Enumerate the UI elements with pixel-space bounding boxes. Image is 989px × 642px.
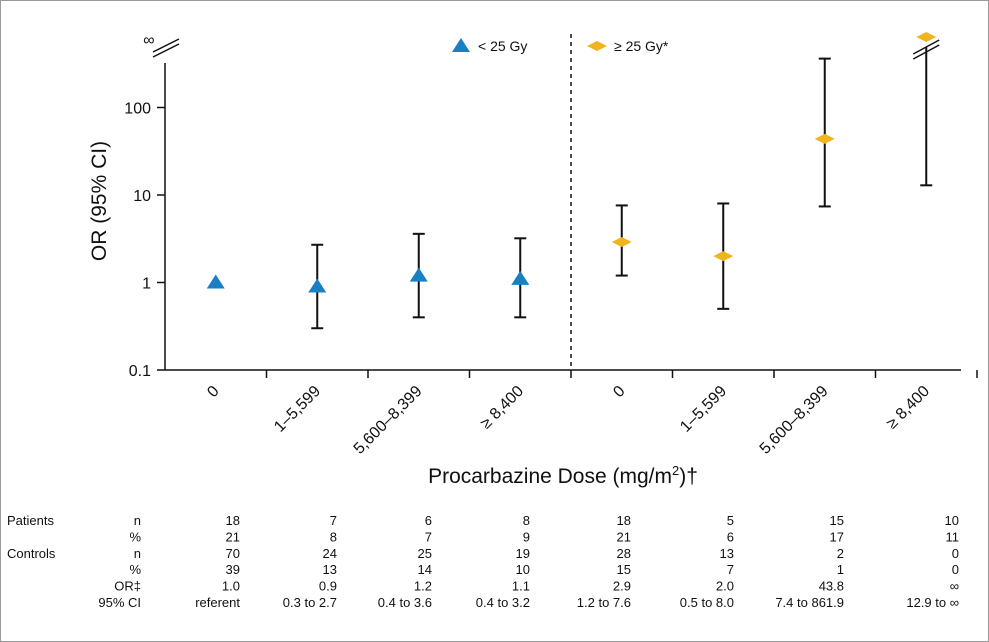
ci-break-mark [912,39,940,55]
data-point-diamond [713,251,734,262]
table-row-stat-label: % [129,529,141,544]
table-cell: 10 [516,562,530,577]
table-cell: 8 [330,529,337,544]
y-axis-break-mark [152,43,180,58]
y-axis-break-mark [152,38,180,53]
legend-marker-diamond [587,41,607,51]
table-cell: 1.2 [414,579,432,594]
y-tick-label: 0.1 [129,363,151,380]
table-cell: 24 [323,546,337,561]
table-row-stat-label: n [134,546,141,561]
table-row-stat-label: % [129,562,141,577]
table-cell: 12.9 to ∞ [906,595,959,610]
table-cell: 11 [946,529,960,544]
table-cell: 0.3 to 2.7 [283,595,337,610]
table-cell: 1.2 to 7.6 [577,595,631,610]
x-tick-label: 5,600–8,399 [757,383,832,458]
table-row-group-label: Patients [7,513,54,528]
table-cell: 2 [837,546,844,561]
data-point-triangle [308,278,327,293]
table-cell: 8 [523,513,530,528]
table-cell: 1.1 [512,579,530,594]
table-cell: 25 [418,546,432,561]
table-cell: 7 [727,562,734,577]
table-cell: 2.9 [613,579,631,594]
legend-label: ≥ 25 Gy* [614,38,669,54]
table-cell: 7 [330,513,337,528]
table-cell: 15 [617,562,631,577]
ci-break-mark [912,44,940,60]
table-cell: 0 [952,546,959,561]
legend-label: < 25 Gy [478,38,527,54]
legend-marker-triangle [452,38,470,52]
data-point-triangle [409,267,428,282]
table-cell: 21 [617,529,631,544]
table-cell: referent [195,595,240,610]
table-cell: 28 [617,546,631,561]
y-tick-label: 100 [124,101,151,118]
data-point-diamond [814,133,835,144]
table-cell: 0 [952,562,959,577]
table-cell: 43.8 [819,579,844,594]
table-row-group-label: Controls [7,546,56,561]
table-row-stat-label: n [134,513,141,528]
table-row-stat-label: OR‡ [114,579,141,594]
y-tick-label: 1 [142,276,151,293]
y-axis-title: OR (95% CI) [88,141,111,261]
x-tick-label: 1–5,599 [271,383,324,436]
x-tick-label: 0 [610,383,628,401]
table-cell: 70 [226,546,240,561]
table-cell: 7 [425,529,432,544]
table-cell: 6 [425,513,432,528]
table-cell: 13 [323,562,337,577]
x-tick-label: 5,600–8,399 [351,383,426,458]
data-point-triangle [206,274,225,289]
table-cell: 15 [830,513,844,528]
table-cell: 0.4 to 3.6 [378,595,432,610]
x-tick-label: ≥ 8,400 [477,383,527,433]
data-point-triangle [511,270,530,285]
x-tick-label: ≥ 8,400 [883,383,933,433]
table-cell: 14 [418,562,432,577]
table-cell: 18 [226,513,240,528]
table-cell: 21 [226,529,240,544]
table-cell: 1.0 [222,579,240,594]
table-cell: ∞ [950,579,959,594]
table-cell: 1 [837,562,844,577]
data-point-diamond [916,32,937,42]
table-cell: 10 [945,513,959,528]
table-cell: 9 [523,529,530,544]
table-cell: 6 [727,529,734,544]
table-cell: 19 [516,546,530,561]
table-cell: 2.0 [716,579,734,594]
x-tick-label: 0 [204,383,222,401]
x-axis-title: Procarbazine Dose (mg/m2)† [428,463,698,488]
table-cell: 39 [226,562,240,577]
table-row-stat-label: 95% CI [98,595,141,610]
table-cell: 17 [830,529,844,544]
table-cell: 18 [617,513,631,528]
y-tick-infinity: ∞ [143,32,154,49]
table-cell: 0.4 to 3.2 [476,595,530,610]
table-cell: 0.9 [319,579,337,594]
data-point-diamond [611,237,632,248]
y-tick-label: 10 [133,188,151,205]
table-cell: 5 [727,513,734,528]
table-cell: 13 [720,546,734,561]
table-cell: 7.4 to 861.9 [775,595,844,610]
x-tick-label: 1–5,599 [677,383,730,436]
table-cell: 0.5 to 8.0 [680,595,734,610]
